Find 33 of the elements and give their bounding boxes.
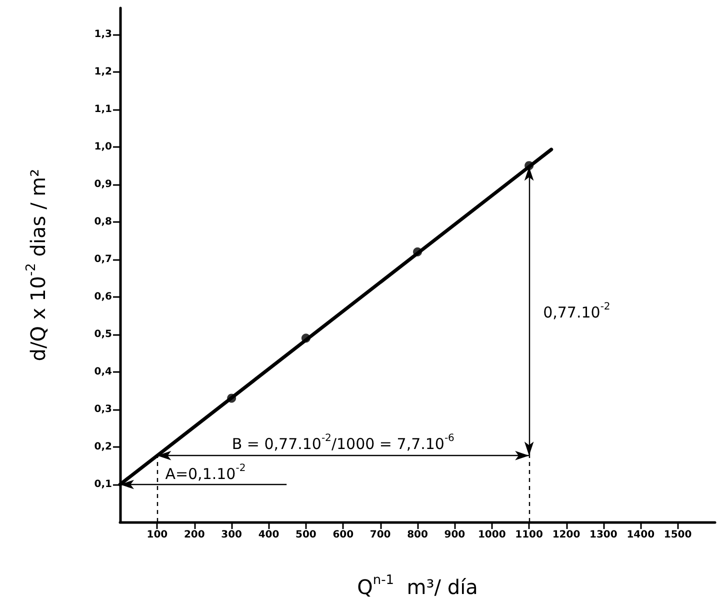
y-tick-label: 1,1 [94,104,112,115]
y-tick-label: 0,8 [94,216,112,228]
x-tick-label: 1000 [478,530,506,540]
x-tick-label: 500 [296,530,316,540]
y-tick-label: 0,5 [94,328,112,340]
x-tick-label: 900 [444,530,466,540]
y-tick-label: 1,2 [94,66,112,78]
y-axis-title: d/Q x 10-2 dias / m² [24,168,50,362]
y-tick-label: 0,1 [94,478,112,490]
point [301,334,310,343]
y-tick-label: 0,6 [94,291,112,302]
y-tick-label: 0,4 [94,366,112,378]
y-tick-label: 0,3 [94,404,112,415]
x-tick-label: 600 [332,530,354,540]
x-tick-label: 700 [370,530,391,540]
x-tick-label: 1200 [552,530,580,540]
point [524,161,534,170]
x-tick-label: 1400 [626,530,655,540]
x-tick-label: 300 [221,530,242,540]
x-tick-label: 200 [184,530,205,540]
point [227,394,236,403]
y-tick-label: 0,2 [94,441,112,452]
point [413,247,422,256]
x-tick-label: 1500 [664,530,692,540]
y-tick-label: 0,7 [94,254,112,265]
x-tick-label: 100 [146,530,168,540]
y-tick-label: 1,0 [94,141,112,152]
x-tick-label: 1300 [590,530,618,540]
x-tick-label: 800 [407,530,428,540]
y-tick-label: 0,9 [94,178,112,190]
x-tick-label: 1100 [515,530,544,540]
x-tick-label: 400 [258,530,280,540]
y-tick-label: 1,3 [94,28,112,40]
